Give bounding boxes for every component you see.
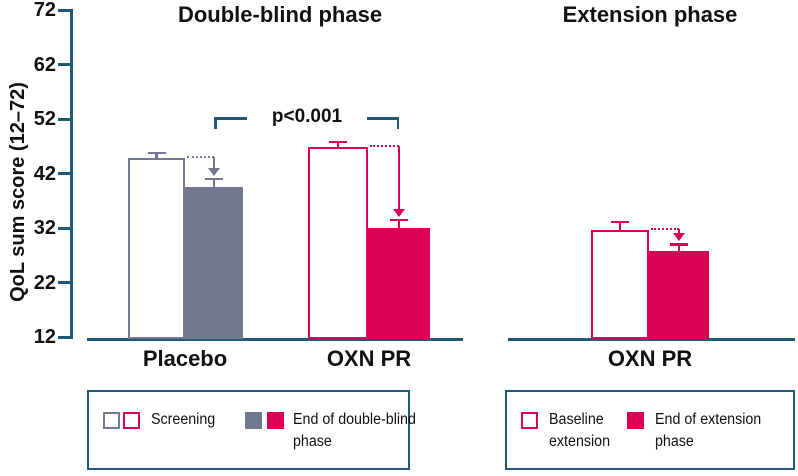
y-tick-label: 52	[33, 108, 56, 130]
panel-title-extension: Extension phase	[562, 2, 738, 27]
error-bar-cap	[670, 243, 688, 246]
error-bar-cap	[611, 220, 629, 224]
change-arrow-line	[677, 229, 681, 234]
panel-title-double-blind: Double-blind phase	[177, 2, 383, 27]
bar-end	[185, 187, 243, 339]
legend-swatch	[521, 412, 538, 429]
error-bar-stem	[397, 219, 401, 228]
change-arrow-line	[212, 157, 216, 168]
error-bar-stem	[336, 141, 340, 148]
y-axis-line	[69, 9, 73, 339]
y-tick-label: 12	[33, 326, 56, 348]
change-arrow-head	[208, 167, 220, 176]
change-arrow-line	[397, 146, 401, 209]
legend-swatch	[123, 412, 140, 429]
y-tick-label: 42	[33, 162, 56, 185]
bar-baseline	[591, 230, 649, 339]
error-bar-stem	[677, 244, 681, 252]
legend-swatch	[267, 412, 284, 429]
y-tick	[57, 335, 70, 339]
error-bar-stem	[155, 152, 158, 159]
error-bar-cap	[390, 218, 408, 222]
legend-label: End of extension phase	[655, 411, 762, 450]
error-bar-cap	[329, 140, 347, 144]
x-baseline	[508, 337, 795, 341]
significance-bracket-end	[214, 117, 217, 129]
change-arrow-head	[393, 208, 405, 217]
bar-baseline	[308, 147, 368, 339]
bar-end	[368, 228, 430, 339]
y-tick	[57, 226, 70, 230]
error-bar-cap	[147, 151, 166, 155]
change-arrow-head	[673, 233, 685, 242]
y-tick-label: 22	[33, 271, 56, 294]
y-tick	[57, 281, 70, 284]
error-bar-stem	[212, 178, 216, 188]
y-tick	[57, 8, 70, 12]
legend-label: Screening	[151, 411, 216, 428]
significance-bracket-end	[396, 117, 399, 129]
legend-box	[505, 390, 795, 470]
y-axis-label: QoL sum score (12–72)	[7, 82, 29, 302]
change-arrow-dotted-line	[651, 227, 679, 230]
error-bar-stem	[618, 222, 622, 231]
bar-baseline	[128, 158, 185, 339]
change-arrow-dotted-line	[370, 145, 399, 148]
legend-swatch	[245, 412, 262, 429]
legend-swatch	[627, 412, 644, 429]
legend-box	[87, 390, 410, 470]
change-arrow-dotted-line	[187, 155, 214, 158]
y-tick	[57, 172, 70, 175]
legend-swatch	[103, 412, 120, 429]
y-tick	[57, 117, 70, 121]
legend-label: End of double-blind phase	[293, 411, 416, 450]
y-tick	[57, 63, 70, 66]
significance-label: p<0.001	[247, 104, 367, 130]
legend-label: Baseline extension	[549, 411, 611, 450]
x-baseline	[87, 337, 463, 341]
y-tick-label: 72	[33, 0, 56, 21]
bar-end	[649, 251, 709, 339]
y-tick-label: 62	[33, 53, 56, 76]
y-tick-label: 32	[33, 217, 56, 239]
group-label: OXN PR	[326, 346, 412, 371]
group-label: Placebo	[142, 346, 228, 371]
group-label: OXN PR	[607, 346, 693, 371]
error-bar-cap	[205, 177, 223, 181]
